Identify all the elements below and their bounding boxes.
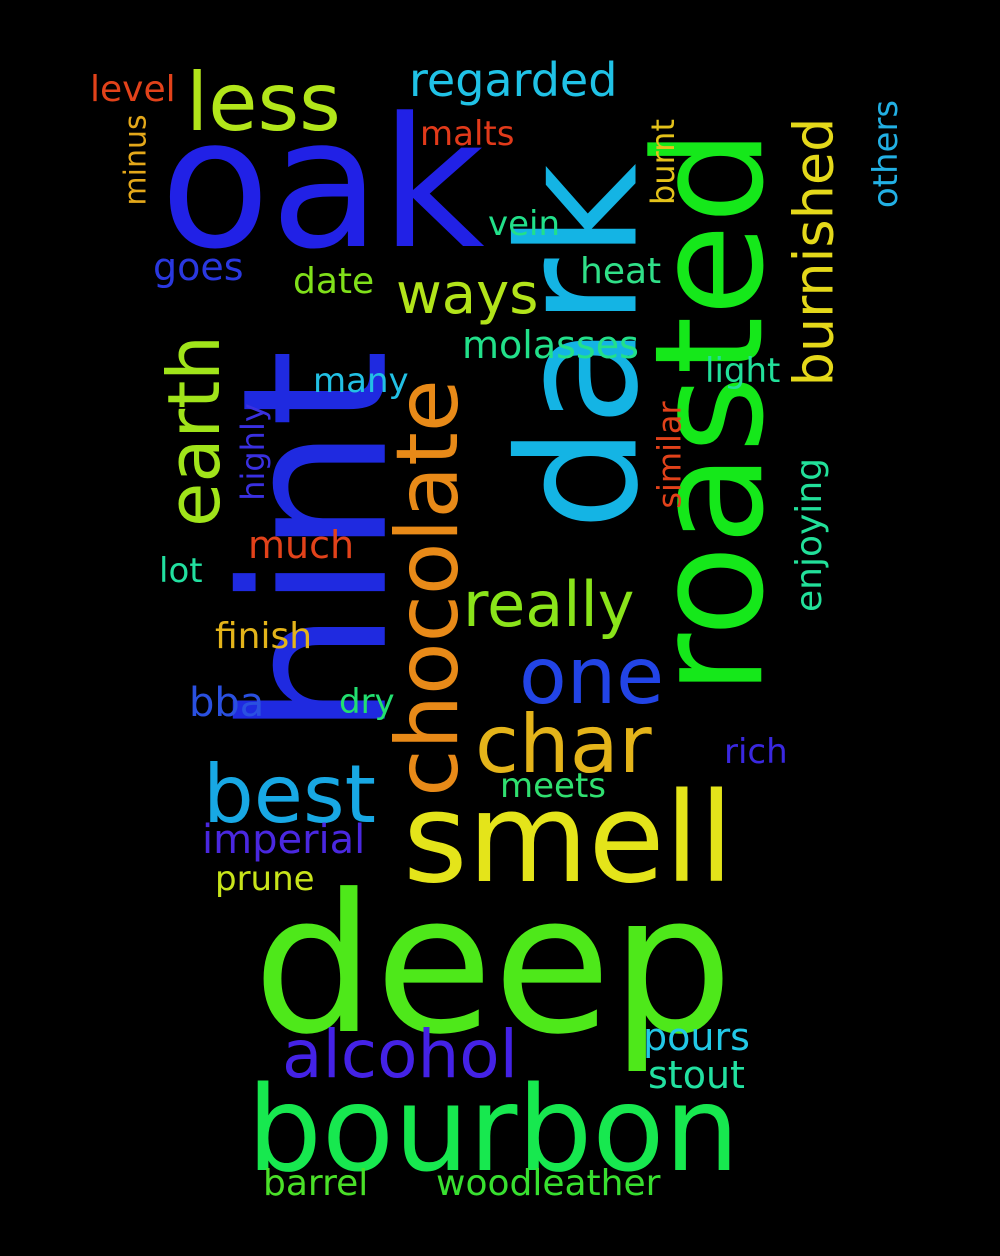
word-heat: heat — [580, 251, 662, 292]
word-enjoying: enjoying — [788, 458, 830, 612]
word-chocolate: chocolate — [377, 379, 478, 797]
word-alcohol: alcohol — [282, 1016, 518, 1093]
word-bba: bba — [189, 680, 265, 726]
word-others: others — [866, 99, 907, 209]
word-similar: similar — [650, 401, 689, 509]
word-earth: earth — [151, 335, 236, 527]
word-lot: lot — [159, 551, 203, 591]
word-vein: vein — [488, 204, 561, 244]
word-pours: pours — [643, 1015, 750, 1059]
word-char: char — [475, 698, 652, 791]
word-really: really — [463, 568, 635, 641]
word-highly: highly — [233, 403, 272, 501]
word-burnt: burnt — [644, 118, 683, 206]
word-finish: finish — [215, 616, 313, 657]
word-dry: dry — [339, 682, 395, 722]
word-burnished: burnished — [782, 117, 846, 387]
word-minus: minus — [118, 114, 154, 206]
word-imperial: imperial — [202, 817, 366, 863]
word-malts: malts — [420, 114, 515, 154]
word-smell: smell — [403, 767, 734, 911]
word-regarded: regarded — [409, 53, 618, 107]
word-light: light — [705, 351, 781, 391]
word-deep: deep — [253, 854, 733, 1077]
word-one: one — [519, 632, 665, 722]
word-best: best — [203, 748, 377, 841]
word-rich: rich — [724, 732, 788, 772]
word-less: less — [186, 56, 341, 149]
word-woodleather: woodleather — [436, 1163, 661, 1204]
word-many: many — [313, 361, 409, 401]
word-much: much — [248, 523, 355, 567]
word-ways: ways — [396, 262, 539, 327]
word-date: date — [293, 261, 375, 302]
word-goes: goes — [153, 245, 244, 289]
word-level: level — [90, 69, 176, 110]
word-stout: stout — [648, 1053, 745, 1097]
word-oak: oak — [160, 80, 485, 289]
word-meets: meets — [500, 766, 607, 806]
word-molasses: molasses — [462, 323, 639, 367]
word-prune: prune — [215, 859, 315, 899]
word-barrel: barrel — [263, 1163, 369, 1204]
word-bourbon: bourbon — [247, 1060, 740, 1198]
